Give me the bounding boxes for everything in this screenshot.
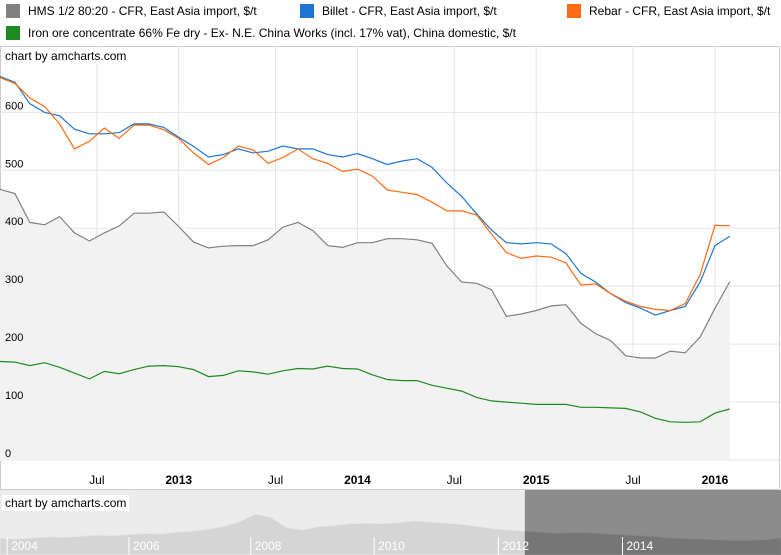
chart-credit[interactable]: chart by amcharts.com xyxy=(2,48,130,64)
series-line-3 xyxy=(0,77,730,312)
legend-swatch xyxy=(6,4,20,18)
x-tick-label: Jul xyxy=(268,473,283,487)
scrollbar-label: 2010 xyxy=(378,539,405,553)
legend-label: Billet - CFR, East Asia import, $/t xyxy=(322,4,497,18)
x-tick-label: 2016 xyxy=(702,473,729,487)
scrollbar-selection xyxy=(524,490,781,555)
scrollbar-label: 2006 xyxy=(133,539,160,553)
y-tick-label: 500 xyxy=(5,158,23,170)
series-line-4 xyxy=(0,360,730,423)
scrollbar-label: 2004 xyxy=(11,539,38,553)
y-tick-label: 0 xyxy=(5,448,11,460)
scrollbar-label: 2012 xyxy=(502,539,529,553)
legend-swatch xyxy=(6,26,20,40)
y-tick-label: 200 xyxy=(5,332,23,344)
x-tick-label: Jul xyxy=(625,473,640,487)
legend-label: HMS 1/2 80:20 - CFR, East Asia import, $… xyxy=(28,4,257,18)
x-tick-label: Jul xyxy=(447,473,462,487)
y-tick-label: 100 xyxy=(5,390,23,402)
x-tick-label: Jul xyxy=(89,473,104,487)
scrollbar-label: 2008 xyxy=(255,539,282,553)
line-chart: 0 100 200 300 400 500 600 Jul 2013 Jul 2014 Jul 2015… xyxy=(0,46,780,490)
y-tick-label: 600 xyxy=(5,100,23,112)
x-tick-label: 2014 xyxy=(344,473,371,487)
legend-label: Rebar - CFR, East Asia import, $/t xyxy=(589,4,771,18)
scrollbar-credit[interactable]: chart by amcharts.com xyxy=(2,495,130,511)
series-area-1 xyxy=(0,189,730,460)
legend-swatch xyxy=(567,4,581,18)
x-tick-label: 2015 xyxy=(523,473,550,487)
series-line-1 xyxy=(0,188,731,359)
y-tick-label: 400 xyxy=(5,216,23,228)
chart-scrollbar[interactable]: 2004 2006 2008 2010 2012 2014 xyxy=(0,490,781,555)
scrollbar-graph xyxy=(0,513,781,555)
legend: HMS 1/2 80:20 - CFR, East Asia import, $… xyxy=(0,0,781,46)
y-tick-label: 300 xyxy=(5,274,23,286)
legend-swatch xyxy=(300,4,314,18)
scrollbar-label: 2014 xyxy=(627,539,654,553)
legend-label: Iron ore concentrate 66% Fe dry - Ex- N.… xyxy=(28,26,516,40)
x-tick-label: 2013 xyxy=(165,473,192,487)
